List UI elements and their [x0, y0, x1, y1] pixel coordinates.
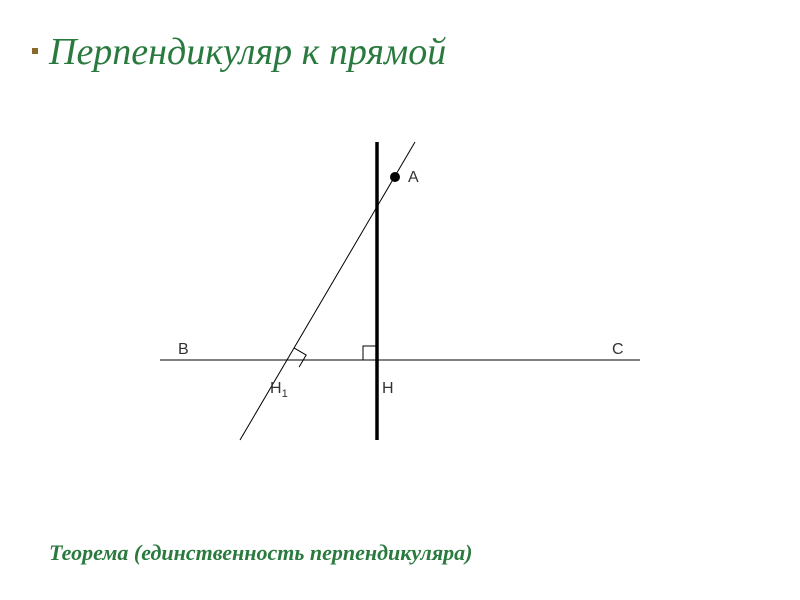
label-b: B — [178, 341, 189, 359]
label-a: A — [408, 169, 419, 187]
label-c: C — [612, 341, 624, 359]
slide: Перпендикуляр к прямой Теорема (единстве… — [0, 0, 800, 600]
perpendicular-diagram — [160, 160, 640, 440]
label-h1: H1 — [270, 380, 288, 400]
label-h: H — [382, 380, 394, 398]
page-title: Перпендикуляр к прямой — [49, 30, 446, 74]
right-angle-mark-h1 — [294, 348, 306, 367]
subtitle: Теорема (единственность перпендикуляра) — [49, 540, 473, 566]
title-bullet-icon — [32, 48, 38, 54]
point-a-dot — [390, 172, 400, 182]
right-angle-mark-h — [363, 346, 377, 360]
